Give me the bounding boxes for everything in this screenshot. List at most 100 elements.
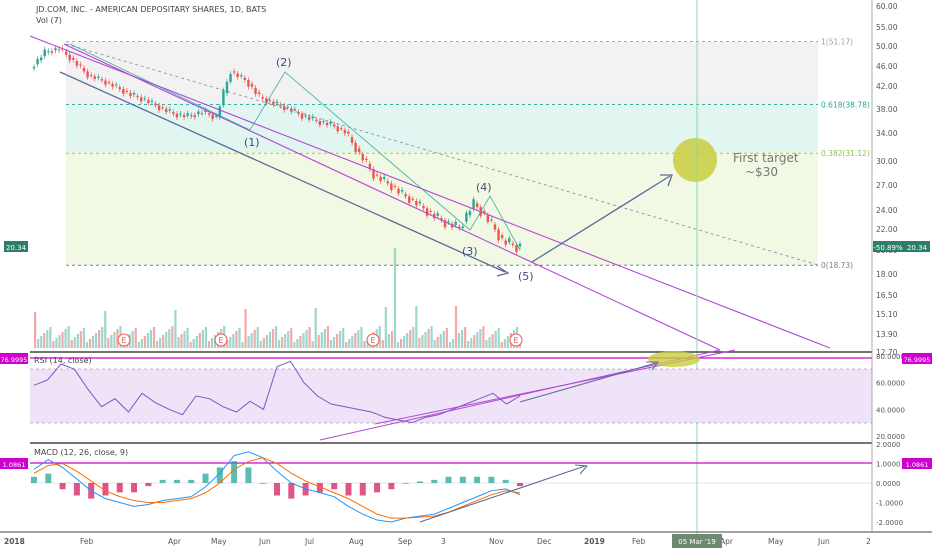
macd-histogram-bar (488, 476, 495, 483)
candle-body (354, 142, 357, 152)
macd-histogram-bar (231, 461, 238, 483)
macd-tick-label: 1.0000 (876, 461, 901, 469)
price-candles (32, 45, 522, 255)
candle-body (425, 208, 429, 216)
volume-bar (204, 327, 207, 348)
candle-body (179, 113, 182, 115)
macd-histogram-bar (316, 483, 323, 493)
macd-histogram-bar (31, 476, 37, 483)
candle-body (461, 226, 465, 229)
wave-arrows (59, 71, 673, 277)
candle-body (132, 93, 136, 95)
volume-bar (159, 338, 162, 348)
volume-bar (381, 340, 384, 348)
earnings-marker-label: E (121, 336, 126, 345)
macd-arrow (419, 464, 589, 523)
volume-bar (461, 330, 464, 348)
volume-bar (320, 332, 323, 348)
macd-histogram-bar (388, 483, 395, 490)
macd-histogram-bar (402, 483, 409, 484)
macd-title: MACD (12, 26, close, 9) (34, 448, 128, 457)
volume-bar (177, 337, 180, 348)
earnings-marker[interactable] (509, 333, 523, 347)
earnings-marker[interactable] (214, 333, 228, 347)
earnings-marker[interactable] (366, 333, 380, 347)
candle-body (357, 148, 361, 153)
candle-body (275, 101, 279, 104)
price-axis[interactable]: 60.00 55.00 50.00 46.00 42.00 38.00 34.00 30.00… (871, 0, 905, 532)
candle-body (86, 71, 89, 78)
candle-body (200, 113, 204, 115)
volume-bar (171, 326, 174, 348)
rsi-panel[interactable]: RSI (14, close) (30, 349, 872, 441)
volume-bar (247, 336, 250, 348)
wave-label-3: (3) (462, 245, 478, 258)
volume-bar (67, 326, 70, 348)
volume-bar (262, 338, 265, 348)
time-axis[interactable]: 2018 Feb Apr May Jun Jul Aug Sep 3 Nov Dec 2019 Feb A… (0, 531, 932, 548)
volume-bar (393, 248, 397, 348)
candle-body (186, 113, 189, 116)
volume-bar (433, 340, 436, 348)
volume-bar (46, 330, 49, 348)
volume-bar (278, 340, 281, 348)
candle-body (429, 210, 432, 212)
volume-bar (342, 328, 345, 348)
candle-body (400, 190, 404, 192)
volume-bar (85, 342, 89, 348)
volume-bar (384, 307, 387, 348)
volume-bar (326, 326, 329, 348)
candle-body (207, 113, 211, 115)
macd-histogram-bar (145, 483, 152, 487)
volume-bar (436, 337, 439, 348)
candle-body (222, 90, 225, 106)
macd-histogram-bar (345, 483, 352, 496)
volume-bar (52, 341, 55, 348)
candle-body (293, 109, 297, 111)
candle-body (511, 243, 515, 245)
candle-body (486, 215, 490, 222)
candle-body (418, 201, 422, 204)
candle-body (193, 115, 197, 118)
cursor-date-label: 05 Mar '19 (678, 538, 715, 546)
macd-histogram-bar (188, 479, 195, 483)
volume-bar (140, 339, 143, 348)
candle-body (32, 66, 36, 69)
time-axis-label: Jun (258, 537, 271, 546)
earnings-marker-label: E (218, 336, 223, 345)
candle-body (500, 235, 504, 238)
volume-bar (82, 328, 85, 348)
candle-body (475, 203, 479, 208)
candle-body (136, 95, 139, 98)
last-price-badge-right: 20.34 (907, 244, 928, 252)
candle-body (379, 176, 382, 181)
candle-body (272, 101, 275, 105)
volume-bars (34, 248, 522, 348)
time-axis-label: Nov (489, 537, 504, 546)
candle-body (157, 105, 161, 111)
candle-body (515, 244, 518, 252)
candle-body (493, 224, 497, 230)
time-axis-label: Apr (720, 537, 734, 546)
macd-badge-left: 1.0861 (3, 461, 26, 469)
time-axis-label: Dec (537, 537, 552, 546)
candle-body (361, 154, 364, 161)
volume-bar (332, 337, 336, 348)
rsi-arrow (519, 361, 660, 403)
fib-level-label: 0.618(38.78) (821, 101, 870, 110)
volume-bar (412, 327, 415, 348)
volume-bar (149, 330, 153, 348)
candle-body (211, 114, 214, 120)
earnings-marker[interactable] (117, 333, 131, 347)
candle-body (458, 226, 461, 229)
volume-bar (186, 328, 189, 348)
last-price-badge-left: 20.34 (6, 244, 27, 252)
candle-body (336, 126, 339, 132)
candle-body (114, 84, 118, 86)
volume-bar (64, 329, 67, 348)
volume-bar (143, 336, 146, 348)
volume-bar (259, 341, 262, 348)
volume-bar (497, 328, 500, 348)
macd-panel[interactable]: MACD (12, 26, close, 9) (30, 442, 872, 523)
